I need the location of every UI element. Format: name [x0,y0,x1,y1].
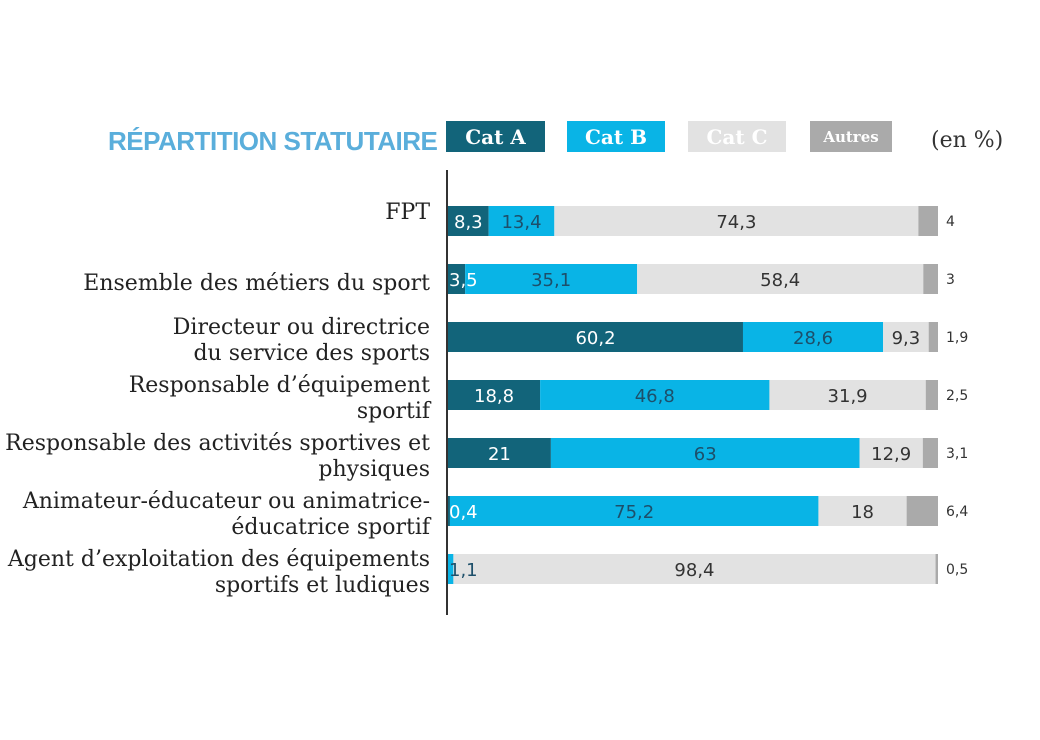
bar-autres-row-1 [923,264,938,294]
chart-legend: Cat A Cat B Cat C Autres [446,121,892,152]
category-label-line: sportif [357,399,432,424]
category-label-line: Responsable des activités sportives et [5,431,430,456]
bar-cat-a-row-0 [448,206,489,236]
unit-label: (en %) [931,128,1003,153]
bar-cat-c-row-3 [769,380,926,410]
bar-cat-b-row-0 [488,206,555,236]
bar-autres-row-4 [922,438,938,468]
bar-cat-a-row-4 [448,438,551,468]
value-label-cat-b-row-2: 28,6 [793,328,833,349]
legend-label-cat-b: Cat B [585,125,647,149]
legend-label-cat-a: Cat A [465,125,526,149]
bar-cat-b-row-6 [448,554,454,584]
bar-cat-b-row-4 [550,438,860,468]
legend-label-cat-c: Cat C [707,125,768,149]
category-label-line: du service des sports [193,341,430,366]
value-label-autres-row-0: 4 [946,214,955,230]
category-label-3: Responsable d’équipement sportif [129,373,432,424]
bar-cat-a-row-3 [448,380,541,410]
value-label-cat-c-row-5: 18 [851,502,874,523]
category-labels: FPT Ensemble des métiers du sport Directeu… [5,200,432,598]
bar-cat-a-row-2 [448,322,743,352]
value-label-cat-b-row-4: 63 [694,444,717,465]
legend-swatch-cat-c [688,121,786,152]
bar-segments [448,206,938,584]
legend-swatch-cat-b [567,121,665,152]
value-label-autres-row-6: 0,5 [946,562,968,578]
bar-cat-b-row-5 [449,496,819,526]
category-label-6: Agent d’exploitation des équipements spor… [7,547,430,598]
category-label-5: Animateur-éducateur ou animatrice-éducat… [22,489,432,540]
value-label-cat-b-row-5: 75,2 [614,502,654,523]
value-label-cat-b-row-0: 13,4 [501,212,541,233]
value-label-autres-row-5: 6,4 [946,504,968,520]
category-label-0: FPT [385,200,430,225]
bar-cat-c-row-2 [883,322,929,352]
value-label-cat-c-row-2: 9,3 [892,328,921,349]
value-label-cat-a-row-3: 18,8 [474,386,514,407]
value-label-cat-a-row-5: 0,4 [449,502,478,523]
category-label-line: Responsable d’équipement [129,373,430,398]
category-label-line: Animateur-éducateur ou animatrice- [22,489,430,514]
bar-cat-b-row-3 [540,380,770,410]
legend-label-autres: Autres [822,128,878,146]
legend-swatch-cat-a [446,121,545,152]
category-label-line: sportifs et ludiques [215,573,430,598]
bar-autres-row-0 [918,206,938,236]
category-label-line: Agent d’exploitation des équipements [7,547,430,572]
value-label-cat-b-row-3: 46,8 [635,386,675,407]
chart-title: RÉPARTITION STATUTAIRE [108,126,438,156]
value-label-cat-a-row-2: 60,2 [575,328,615,349]
value-label-autres-row-4: 3,1 [946,446,968,462]
bar-cat-c-row-5 [818,496,907,526]
bar-cat-c-row-6 [453,554,936,584]
category-label-line: physiques [318,457,430,482]
bar-cat-c-row-0 [554,206,919,236]
bar-cat-c-row-4 [859,438,923,468]
bar-cat-a-row-5 [448,496,450,526]
category-label-2: Directeur ou directrice du service des sp… [173,315,430,366]
value-label-autres-row-2: 1,9 [946,330,968,346]
value-labels: 8,3 13,4 74,3 4 3,5 35,1 58,4 3 60,2 28,6 9,3 1,9 18… [449,212,968,581]
value-label-cat-b-row-6: 1,1 [449,560,478,581]
legend-swatch-autres [810,121,892,152]
value-label-cat-c-row-6: 98,4 [674,560,714,581]
bar-autres-row-2 [928,322,938,352]
bar-autres-row-3 [925,380,938,410]
value-label-cat-c-row-4: 12,9 [871,444,911,465]
value-label-cat-c-row-1: 58,4 [760,270,800,291]
category-label-line: Directeur ou directrice [173,315,430,340]
value-label-cat-a-row-1: 3,5 [449,270,478,291]
value-label-cat-a-row-4: 21 [488,444,511,465]
bar-cat-b-row-2 [742,322,884,352]
value-label-cat-c-row-0: 74,3 [716,212,756,233]
value-label-cat-a-row-0: 8,3 [454,212,483,233]
category-label-4: Responsable des activités sportives et ph… [5,431,430,482]
category-label-1: Ensemble des métiers du sport [83,271,430,296]
value-label-autres-row-1: 3 [946,272,955,288]
bar-cat-b-row-1 [465,264,638,294]
category-label-line: éducatrice sportif [231,515,431,540]
bar-autres-row-6 [935,554,938,584]
bar-cat-c-row-1 [637,264,924,294]
value-label-autres-row-3: 2,5 [946,388,968,404]
bar-autres-row-5 [906,496,938,526]
value-label-cat-c-row-3: 31,9 [828,386,868,407]
value-label-cat-b-row-1: 35,1 [531,270,571,291]
bar-cat-a-row-1 [448,264,466,294]
